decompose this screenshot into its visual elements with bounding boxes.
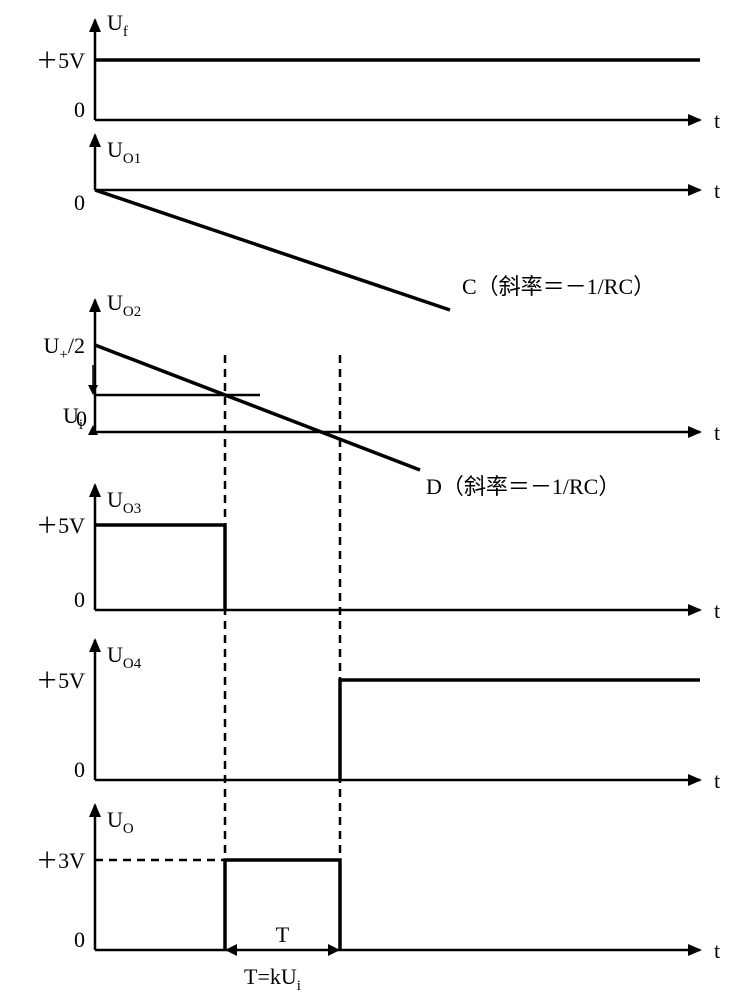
svg-text:UO1: UO1 [107,137,141,167]
svg-text:D（斜率＝－1/RC）: D（斜率＝－1/RC） [426,474,620,499]
svg-text:t: t [714,178,720,203]
svg-text:T: T [276,922,290,947]
svg-text:U+/2: U+/2 [44,333,85,363]
svg-text:0: 0 [74,190,85,215]
svg-text:T=kUi: T=kUi [244,964,301,994]
svg-text:t: t [714,598,720,623]
svg-text:0: 0 [74,757,85,782]
svg-text:t: t [714,420,720,445]
svg-text:C（斜率＝－1/RC）: C（斜率＝－1/RC） [462,274,655,299]
svg-text:0: 0 [74,97,85,122]
svg-text:＋3V: ＋3V [36,848,85,873]
svg-text:＋5V: ＋5V [36,48,85,73]
svg-text:t: t [714,938,720,963]
svg-text:0: 0 [74,927,85,952]
svg-text:＋5V: ＋5V [36,513,85,538]
svg-text:＋5V: ＋5V [36,668,85,693]
svg-text:UO4: UO4 [107,642,142,672]
svg-text:t: t [714,768,720,793]
svg-text:Uf: Uf [107,10,128,40]
svg-text:t: t [714,108,720,133]
svg-text:UO2: UO2 [107,290,141,320]
svg-text:UO: UO [107,807,134,837]
svg-text:UO3: UO3 [107,487,141,517]
svg-text:0: 0 [74,587,85,612]
